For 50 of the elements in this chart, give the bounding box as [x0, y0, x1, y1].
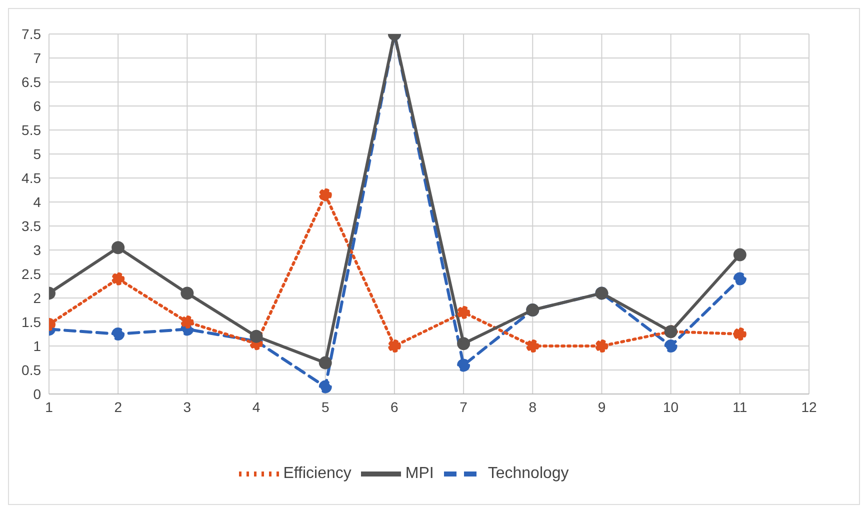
y-tick-label: 0 — [33, 386, 42, 402]
x-tick-label: 4 — [252, 398, 260, 415]
point — [595, 340, 608, 352]
point — [318, 356, 332, 370]
point — [318, 188, 332, 202]
y-tick-label: 5.5 — [22, 122, 42, 138]
point — [318, 380, 332, 394]
point — [664, 340, 678, 352]
x-tick-label: 3 — [183, 398, 192, 415]
y-tick-label: 4 — [33, 194, 42, 210]
legend-label: MPI — [405, 465, 434, 482]
y-tick-label: 1.5 — [22, 314, 42, 330]
point — [526, 340, 540, 352]
x-tick-label: 7 — [460, 398, 468, 415]
y-tick-label: 0.5 — [22, 362, 42, 378]
x-tick-label: 8 — [528, 398, 537, 415]
x-tick-label: 9 — [598, 398, 606, 415]
x-tick-label: 10 — [663, 398, 679, 415]
point — [250, 330, 263, 343]
point — [180, 316, 194, 328]
point — [180, 286, 194, 300]
x-tick-label: 11 — [732, 398, 748, 415]
point — [733, 272, 746, 286]
x-tick-label: 12 — [801, 398, 817, 415]
point — [112, 241, 125, 254]
y-tick-label: 2 — [33, 290, 42, 306]
y-tick-label: 2.5 — [22, 266, 42, 282]
y-tick-label: 3 — [33, 242, 42, 258]
x-tick-label: 5 — [321, 398, 330, 415]
y-tick-label: 7 — [33, 50, 42, 66]
point — [112, 328, 125, 340]
point — [733, 328, 746, 340]
x-tick-label: 6 — [390, 398, 399, 415]
point — [388, 340, 401, 352]
legend-label: Technology — [488, 465, 569, 482]
point — [457, 358, 470, 372]
point — [733, 248, 746, 262]
point — [457, 337, 470, 350]
point — [112, 272, 125, 286]
y-tick-label: 4.5 — [22, 170, 42, 186]
legend-label: Efficiency — [283, 465, 352, 482]
y-tick-label: 7.5 — [22, 26, 42, 42]
y-tick-label: 5 — [33, 146, 42, 162]
y-tick-label: 6 — [33, 98, 42, 114]
y-tick-label: 6.5 — [22, 74, 42, 90]
y-tick-label: 3.5 — [22, 218, 42, 234]
x-tick-label: 1 — [45, 398, 54, 415]
x-tick-label: 2 — [114, 398, 122, 415]
y-tick-label: 1 — [33, 338, 42, 354]
point — [457, 306, 470, 319]
